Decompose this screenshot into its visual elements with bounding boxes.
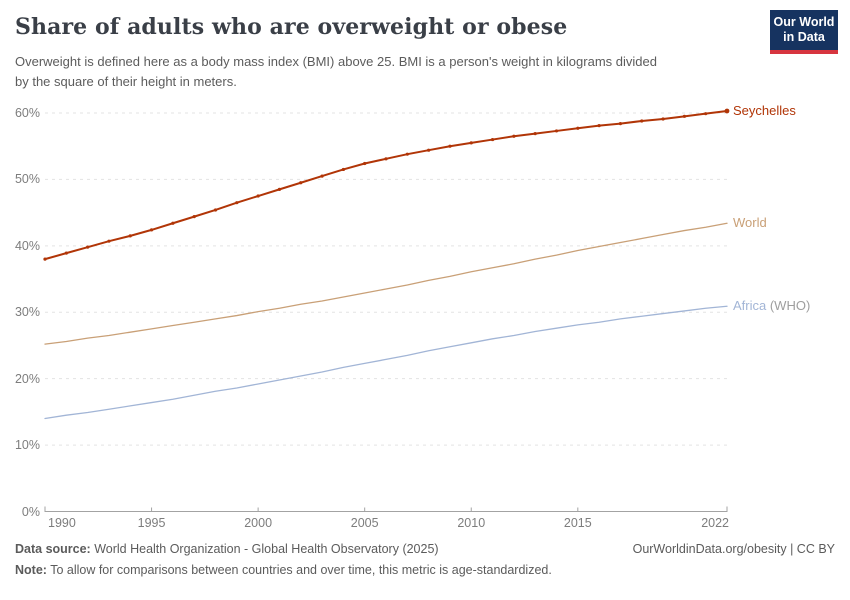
subtitle-line-2: by the square of their height in meters.: [15, 74, 237, 90]
owid-logo[interactable]: Our World in Data: [770, 10, 838, 54]
data-point-seychelles[interactable]: [128, 234, 132, 238]
data-point-seychelles[interactable]: [299, 181, 303, 185]
data-point-seychelles[interactable]: [448, 144, 452, 148]
data-point-seychelles[interactable]: [171, 221, 175, 225]
data-point-seychelles[interactable]: [64, 251, 68, 255]
data-point-seychelles[interactable]: [661, 117, 665, 121]
chart-subtitle: Overweight is defined here as a body mas…: [15, 52, 760, 92]
data-point-seychelles[interactable]: [405, 152, 409, 156]
data-point-seychelles[interactable]: [256, 194, 260, 198]
x-tick-label: 2022: [701, 516, 729, 530]
y-tick-label: 50%: [14, 172, 40, 187]
data-point-seychelles[interactable]: [533, 131, 537, 136]
x-tick-label: 2000: [244, 516, 273, 530]
series-label-suffix: (WHO): [766, 298, 811, 314]
data-point-seychelles[interactable]: [618, 122, 623, 126]
data-point-seychelles[interactable]: [149, 228, 154, 232]
x-tick-label: 1990: [48, 516, 76, 530]
data-point-seychelles[interactable]: [490, 137, 495, 142]
note-text: To allow for comparisons between countri…: [46, 563, 552, 577]
y-tick-label: 60%: [14, 106, 40, 120]
data-point-seychelles[interactable]: [277, 187, 282, 191]
data-point-seychelles[interactable]: [363, 161, 367, 166]
y-tick-label: 10%: [14, 438, 40, 453]
owid-logo-box: Our World in Data: [770, 10, 838, 50]
series-label-africa-who[interactable]: Africa (WHO): [733, 298, 811, 314]
y-tick-label: 40%: [14, 238, 40, 253]
data-point-seychelles[interactable]: [192, 215, 196, 219]
data-point-seychelles[interactable]: [682, 114, 686, 118]
owid-logo-redbar: [770, 49, 838, 54]
series-line-seychelles[interactable]: [44, 110, 728, 261]
x-tick-label: 2010: [457, 516, 486, 530]
chart-footer: Data source: World Health Organization -…: [15, 542, 835, 577]
data-point-seychelles[interactable]: [213, 208, 218, 212]
footer-link[interactable]: OurWorldinData.org/obesity | CC BY: [632, 542, 835, 556]
data-source-line: Data source: World Health Organization -…: [15, 542, 439, 556]
data-source-label: Data source:: [15, 542, 91, 556]
series-line-world[interactable]: [44, 222, 728, 345]
data-point-seychelles[interactable]: [341, 167, 345, 172]
data-point-seychelles[interactable]: [469, 141, 473, 145]
data-point-seychelles[interactable]: [597, 124, 601, 128]
x-tick-label: 2015: [563, 516, 592, 530]
series-label-world[interactable]: World: [733, 215, 767, 231]
owid-logo-line1: Our World: [773, 15, 835, 29]
series-line-africa-who[interactable]: [44, 305, 728, 420]
y-tick-label: 20%: [14, 371, 40, 386]
data-point-seychelles[interactable]: [43, 257, 47, 261]
series-label-seychelles[interactable]: Seychelles: [733, 103, 796, 118]
note-label: Note:: [15, 563, 47, 577]
data-point-seychelles[interactable]: [640, 119, 644, 123]
y-tick-label: 30%: [14, 305, 40, 320]
data-point-seychelles[interactable]: [384, 157, 388, 161]
data-point-seychelles[interactable]: [724, 108, 730, 114]
data-point-seychelles[interactable]: [704, 112, 708, 116]
page-title: Share of adults who are overweight or ob…: [15, 14, 568, 40]
owid-logo-line2: in Data: [783, 30, 825, 45]
note-line: Note: To allow for comparisons between c…: [15, 563, 835, 577]
data-point-seychelles[interactable]: [86, 245, 90, 249]
data-point-seychelles[interactable]: [320, 174, 324, 178]
data-source-text[interactable]: World Health Organization - Global Healt…: [90, 542, 439, 556]
data-point-seychelles[interactable]: [554, 129, 559, 133]
data-point-seychelles[interactable]: [427, 148, 431, 152]
y-tick-label: 0%: [21, 504, 40, 519]
data-point-seychelles[interactable]: [235, 201, 239, 205]
x-tick-label: 1995: [137, 516, 166, 530]
data-point-seychelles[interactable]: [576, 126, 580, 130]
data-point-seychelles[interactable]: [512, 134, 516, 138]
x-tick-label: 2005: [350, 516, 379, 530]
data-point-seychelles[interactable]: [107, 239, 111, 243]
subtitle-line-1: Overweight is defined here as a body mas…: [15, 54, 657, 69]
